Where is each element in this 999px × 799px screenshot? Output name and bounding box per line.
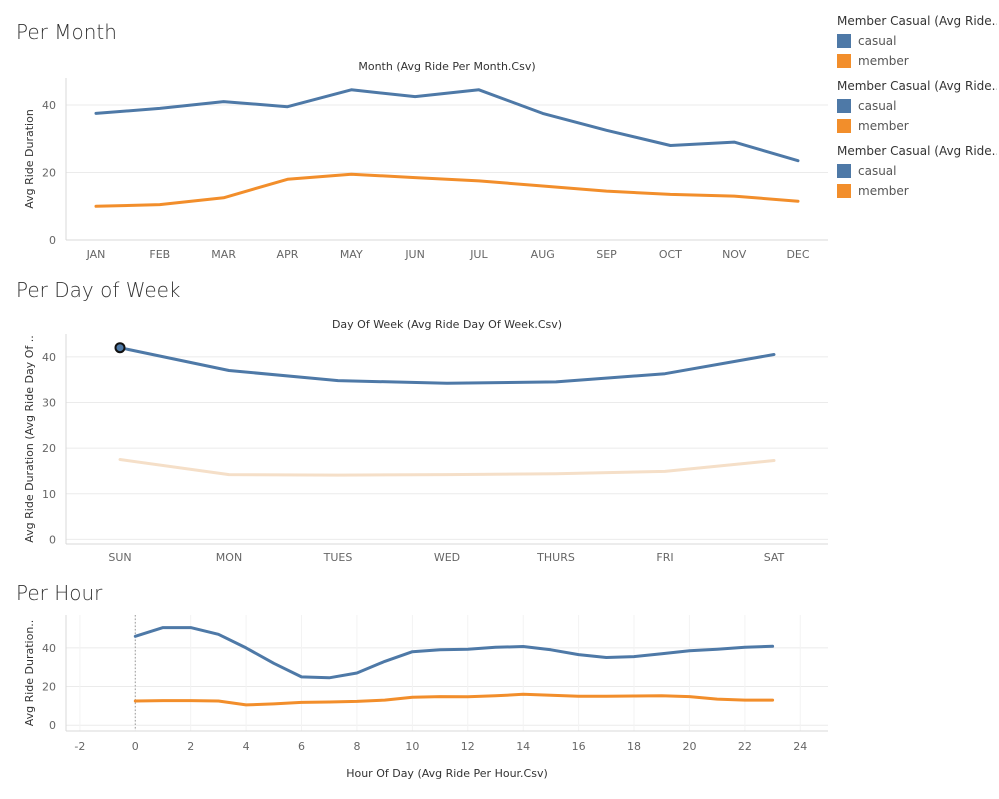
x-tick-label: 20 — [682, 740, 696, 753]
x-tick-label: MON — [216, 551, 242, 564]
x-tick-label: 22 — [738, 740, 752, 753]
x-tick-label: 24 — [793, 740, 807, 753]
x-tick-label: 14 — [516, 740, 530, 753]
legend-title: Member Casual (Avg Ride.. — [837, 79, 997, 93]
legend-title: Member Casual (Avg Ride.. — [837, 144, 997, 158]
x-tick-label: 12 — [461, 740, 475, 753]
y-tick-label: 0 — [49, 234, 56, 247]
x-tick-label: JAN — [86, 248, 106, 261]
x-tick-label: MAY — [340, 248, 363, 261]
y-tick-label: 40 — [42, 642, 56, 655]
x-tick-label: AUG — [531, 248, 555, 261]
x-tick-label: OCT — [659, 248, 682, 261]
x-tick-label: JUL — [469, 248, 488, 261]
x-tick-label: 4 — [243, 740, 250, 753]
section-title-month: Per Month — [16, 20, 117, 44]
x-tick-label: 8 — [353, 740, 360, 753]
x-tick-label: JUN — [404, 248, 425, 261]
member-swatch — [837, 184, 851, 198]
y-axis-label: Avg Ride Duration (Avg Ride Day Of .. — [23, 335, 36, 542]
legend-label: casual — [858, 99, 897, 113]
legend-group-month: Member Casual (Avg Ride.. casual member — [837, 12, 997, 71]
member-swatch — [837, 54, 851, 68]
x-tick-label: SUN — [108, 551, 131, 564]
casual-swatch — [837, 164, 851, 178]
legend-label: casual — [858, 164, 897, 178]
chart-dow: 0 10 20 30 40 SUN MON TUES WED THURS FRI SAT Day Of … — [23, 318, 828, 564]
x-tick-label: THURS — [536, 551, 575, 564]
legend-label: casual — [858, 34, 897, 48]
series-line-casual — [118, 346, 776, 385]
y-axis-label: Avg Ride Duration.. — [23, 620, 36, 727]
y-tick-label: 30 — [42, 396, 56, 409]
y-tick-label: 40 — [42, 351, 56, 364]
y-tick-label: 20 — [42, 442, 56, 455]
series-line-member — [133, 692, 775, 707]
x-tick-label: 10 — [405, 740, 419, 753]
x-tick-label: 2 — [187, 740, 194, 753]
x-tick-label: NOV — [722, 248, 747, 261]
legend-item-member[interactable]: member — [837, 181, 997, 201]
legend-panel: Member Casual (Avg Ride.. casual member … — [837, 12, 997, 207]
y-tick-label: 0 — [49, 533, 56, 546]
legend-item-member[interactable]: member — [837, 116, 997, 136]
y-tick-label: 10 — [42, 488, 56, 501]
casual-swatch — [837, 34, 851, 48]
x-tick-label: TUES — [323, 551, 353, 564]
x-tick-label: SEP — [596, 248, 617, 261]
legend-item-member[interactable]: member — [837, 51, 997, 71]
chart-month: 0 20 40 JAN FEB MAR APR MAY JUN JUL AUG SEP OCT NOV DE… — [23, 60, 828, 261]
y-tick-label: 0 — [49, 719, 56, 732]
x-tick-label: FEB — [149, 248, 170, 261]
series-line-casual — [133, 626, 775, 680]
x-axis-label: Hour Of Day (Avg Ride Per Hour.Csv) — [346, 767, 548, 780]
series-line-member — [118, 458, 776, 477]
legend-item-casual[interactable]: casual — [837, 161, 997, 181]
y-tick-label: 40 — [42, 99, 56, 112]
legend-group-hour: Member Casual (Avg Ride.. casual member — [837, 142, 997, 201]
chart-title: Month (Avg Ride Per Month.Csv) — [358, 60, 535, 73]
x-tick-label: MAR — [211, 248, 236, 261]
casual-swatch — [837, 99, 851, 113]
legend-item-casual[interactable]: casual — [837, 31, 997, 51]
x-tick-label: -2 — [74, 740, 85, 753]
legend-item-casual[interactable]: casual — [837, 96, 997, 116]
member-swatch — [837, 119, 851, 133]
highlighted-data-point — [114, 342, 126, 354]
x-tick-label: WED — [434, 551, 460, 564]
legend-label: member — [858, 54, 909, 68]
legend-label: member — [858, 119, 909, 133]
legend-title: Member Casual (Avg Ride.. — [837, 14, 997, 28]
x-tick-label: 16 — [572, 740, 586, 753]
legend-group-day-of-week: Member Casual (Avg Ride.. casual member — [837, 77, 997, 136]
x-tick-label: DEC — [786, 248, 809, 261]
legend-label: member — [858, 184, 909, 198]
x-tick-label: SAT — [764, 551, 785, 564]
x-tick-label: 0 — [132, 740, 139, 753]
section-title-day-of-week: Per Day of Week — [16, 278, 181, 302]
series-line-casual — [94, 88, 800, 163]
x-tick-label: APR — [277, 248, 299, 261]
x-tick-label: 18 — [627, 740, 641, 753]
y-tick-label: 20 — [42, 167, 56, 180]
y-tick-label: 20 — [42, 681, 56, 694]
chart-title: Day Of Week (Avg Ride Day Of Week.Csv) — [332, 318, 562, 331]
x-tick-label: 6 — [298, 740, 305, 753]
section-title-hour: Per Hour — [16, 581, 103, 605]
x-tick-label: FRI — [656, 551, 673, 564]
y-axis-label: Avg Ride Duration — [23, 109, 36, 209]
series-line-member — [94, 172, 800, 208]
